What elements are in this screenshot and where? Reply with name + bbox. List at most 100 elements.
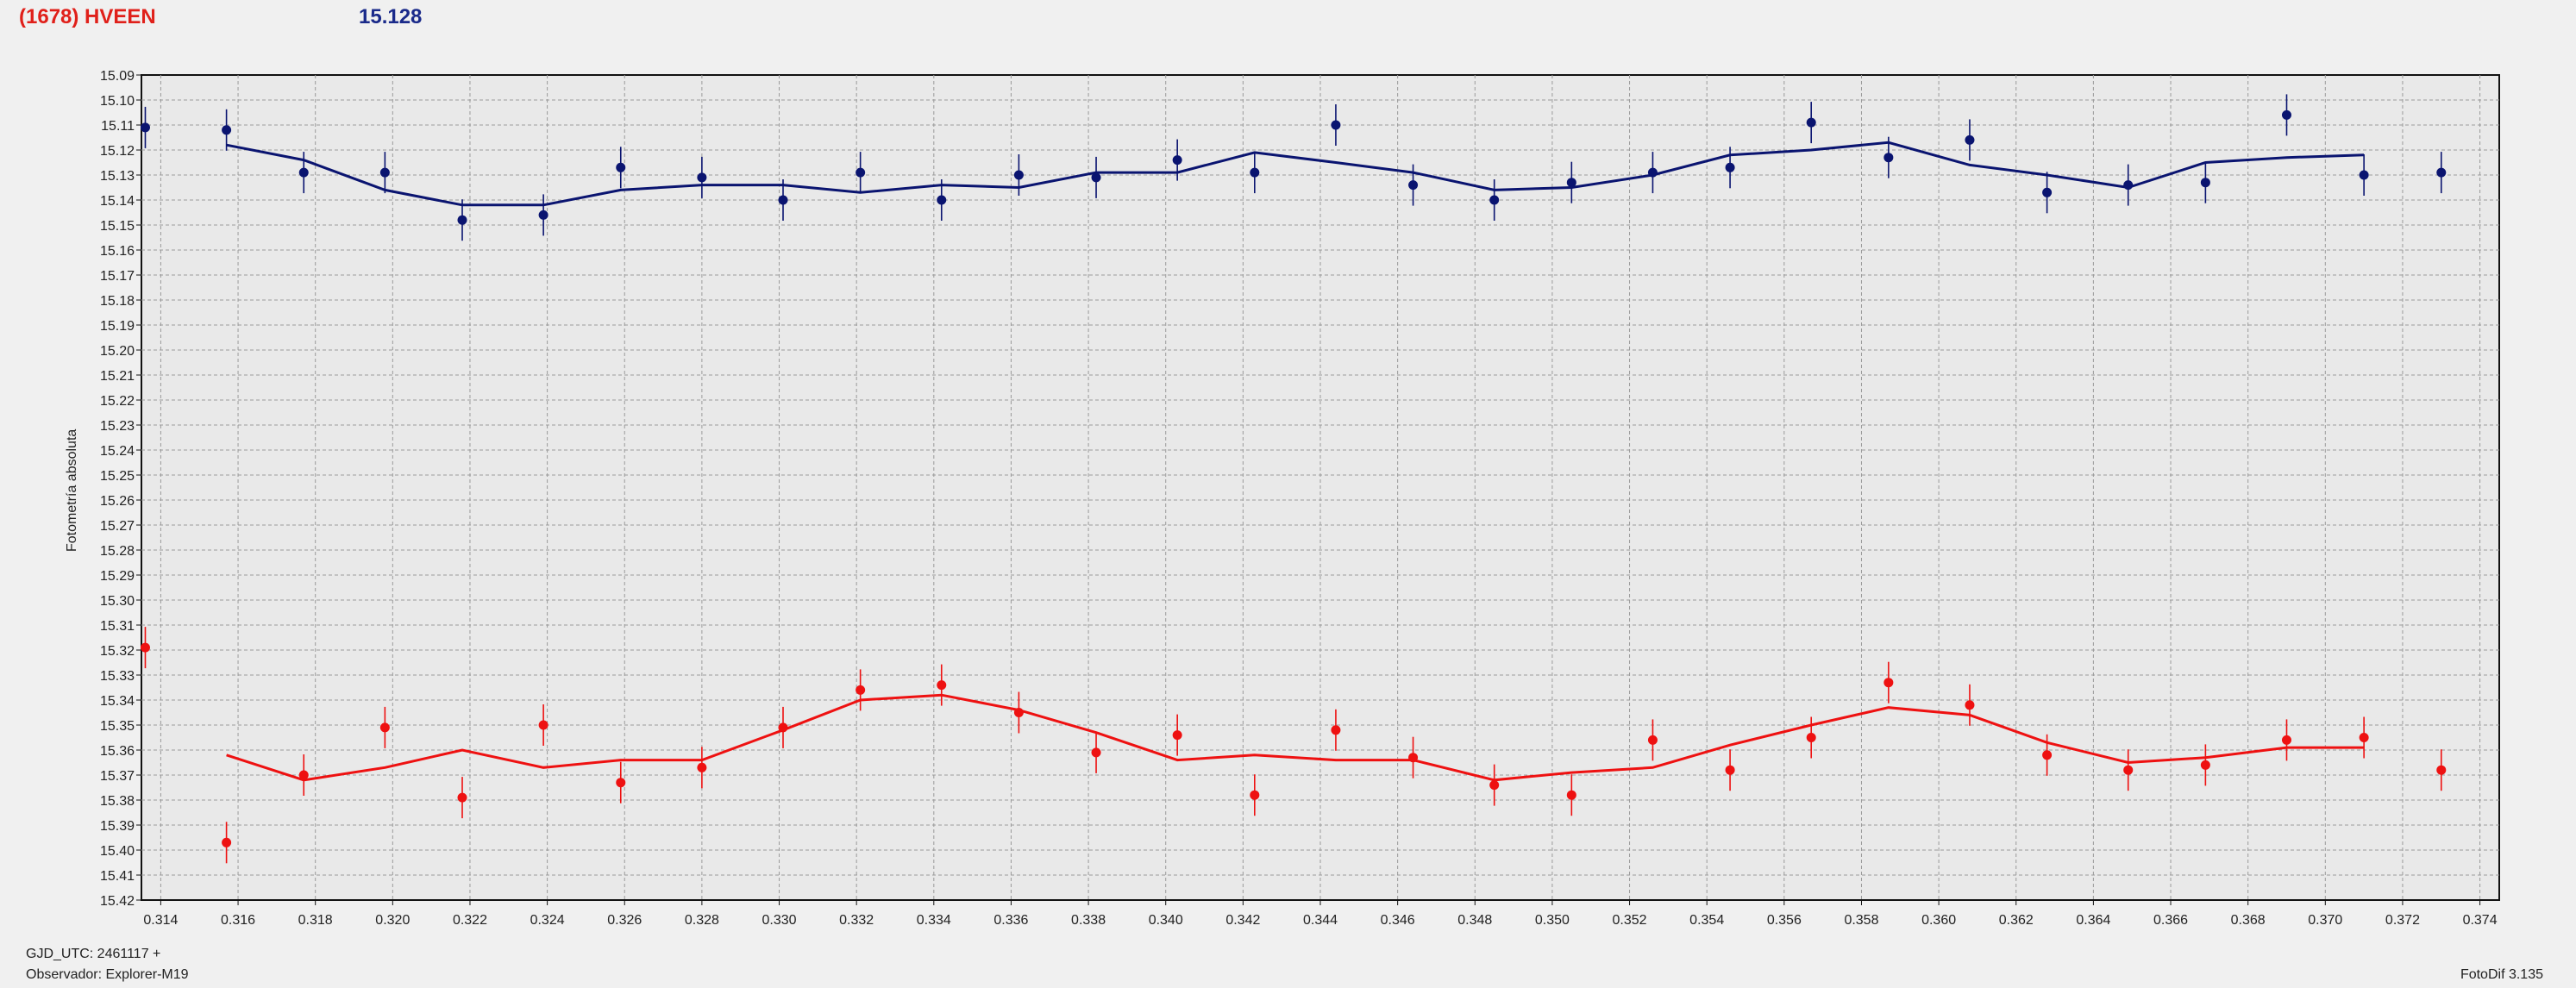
data-point [379,722,390,733]
data-point [2359,170,2369,180]
data-point [1250,167,1260,178]
y-tick-label: 15.09 [100,69,135,84]
x-tick-label: 0.334 [917,913,951,928]
data-point [1566,178,1576,188]
x-tick-label: 0.328 [685,913,719,928]
mean-magnitude: 15.128 [359,5,423,28]
y-tick-label: 15.37 [100,769,135,784]
data-point [1883,678,1894,688]
data-point [2200,760,2210,770]
y-tick-label: 15.42 [100,894,135,909]
data-point [1013,170,1024,180]
data-point [616,778,626,788]
data-point [2281,735,2291,745]
x-tick-label: 0.346 [1381,913,1415,928]
data-point [856,167,866,178]
y-tick-label: 15.10 [100,94,135,109]
y-tick-label: 15.40 [100,844,135,859]
x-axis: 0.314 0.316 0.318 0.320 0.322 0.324 0.326 0.328… [143,900,2498,928]
y-tick-label: 15.14 [100,194,135,209]
data-series [140,94,2447,864]
data-point [856,685,866,695]
data-point [616,162,626,172]
x-tick-label: 0.374 [2463,913,2498,928]
y-tick-label: 15.28 [100,544,135,559]
y-tick-label: 15.13 [100,169,135,184]
y-tick-label: 15.20 [100,344,135,359]
x-tick-label: 0.332 [839,913,874,928]
x-tick-label: 0.372 [2385,913,2420,928]
x-tick-label: 0.362 [1999,913,2034,928]
data-point [1806,733,1816,742]
x-tick-label: 0.338 [1071,913,1106,928]
y-tick-label: 15.15 [100,219,135,234]
x-tick-label: 0.342 [1225,913,1260,928]
y-tick-label: 15.25 [100,469,135,484]
x-tick-label: 0.326 [607,913,642,928]
y-tick-label: 15.35 [100,719,135,734]
y-tick-label: 15.24 [100,444,135,459]
data-point [2281,109,2291,120]
gjd-label: GJD_UTC: 2461117 + [26,947,161,961]
data-point [2123,180,2134,191]
x-tick-label: 0.314 [143,913,178,928]
data-point [1172,730,1182,741]
data-point [1013,708,1024,717]
grid [141,75,2499,900]
data-point [1172,155,1182,166]
data-point [2042,750,2053,760]
data-point [1725,162,1735,172]
series-2-trend-line [226,693,2365,782]
data-point [1331,725,1341,735]
x-tick-label: 0.324 [530,913,565,928]
y-tick-label: 15.18 [100,294,135,309]
y-tick-label: 15.12 [100,144,135,159]
series-2 [140,627,2447,864]
version-label: FotoDif 3.135 [2460,967,2543,982]
data-point [2436,765,2447,775]
data-point [1408,180,1419,191]
y-tick-label: 15.33 [100,669,135,684]
data-point [2436,167,2447,178]
y-tick-label: 15.26 [100,494,135,509]
x-tick-label: 0.360 [1921,913,1956,928]
y-tick-label: 15.30 [100,594,135,609]
data-point [1091,172,1101,183]
data-point [1489,195,1500,205]
data-point [140,642,150,653]
y-tick-label: 15.36 [100,744,135,759]
data-point [1647,735,1658,745]
data-point [2123,765,2134,775]
series-1 [140,94,2447,241]
data-point [1250,790,1260,800]
y-tick-label: 15.19 [100,319,135,334]
y-tick-label: 15.34 [100,694,135,709]
data-point [538,209,548,220]
data-point [1091,747,1101,758]
data-point [222,837,232,847]
y-tick-label: 15.11 [101,119,135,134]
y-tick-label: 15.38 [100,794,135,809]
y-tick-label: 15.22 [100,394,135,409]
observer-label: Observador: Explorer-M19 [26,967,189,982]
x-tick-label: 0.330 [762,913,797,928]
data-point [1965,700,1975,710]
data-point [140,122,150,133]
x-tick-label: 0.356 [1767,913,1802,928]
x-tick-label: 0.318 [298,913,333,928]
data-point [457,215,467,225]
x-tick-label: 0.322 [453,913,487,928]
y-axis: 15.09 15.10 15.11 15.12 15.13 15.14 15.15 15.16… [100,69,141,909]
x-tick-label: 0.368 [2231,913,2266,928]
x-tick-label: 0.352 [1613,913,1647,928]
data-point [379,167,390,178]
data-point [697,762,707,772]
series-1-trend-line [226,141,2365,207]
data-point [1647,167,1658,178]
y-tick-label: 15.17 [100,269,135,284]
data-point [697,172,707,183]
data-point [1806,117,1816,128]
data-point [298,167,309,178]
y-tick-label: 15.16 [100,244,135,259]
